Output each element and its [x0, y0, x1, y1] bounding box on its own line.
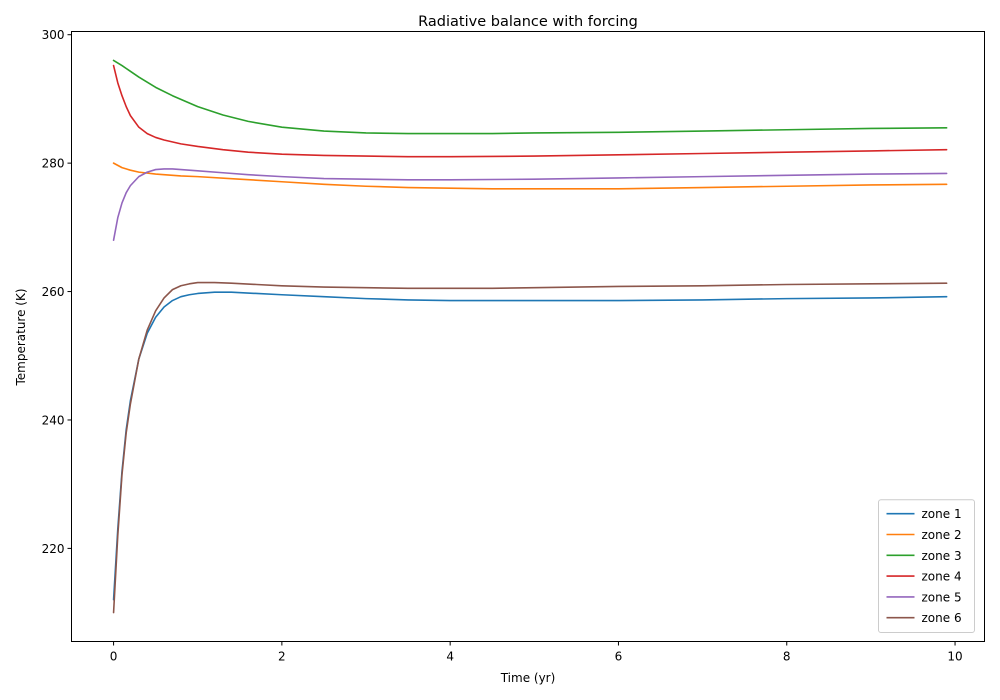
x-tick-label: 8: [783, 650, 791, 664]
y-tick-label: 280: [42, 157, 65, 171]
y-axis-label: Temperature (K): [14, 288, 28, 386]
y-tick-label: 300: [42, 28, 65, 42]
x-tick-label: 2: [278, 650, 286, 664]
y-tick-label: 260: [42, 285, 65, 299]
legend-box: [878, 499, 975, 634]
legend-label-zone-5: zone 5: [922, 590, 962, 604]
legend: zone 1 zone 2 zone 3 zone 4 zone 5 zone 6: [878, 499, 975, 634]
series-line-zone-6: [112, 281, 948, 614]
plot-lines: [112, 59, 948, 614]
x-axis-ticks: 0 2 4 6 8 10: [110, 641, 963, 664]
legend-label-zone-2: zone 2: [922, 528, 962, 542]
series-line-zone-4: [112, 64, 948, 158]
legend-label-zone-4: zone 4: [922, 570, 962, 584]
x-axis-label: Time (yr): [500, 671, 556, 685]
y-axis-ticks: 220 240 260 280 300: [42, 28, 72, 556]
x-tick-label: 6: [615, 650, 623, 664]
series-line-zone-3: [112, 59, 948, 135]
legend-label-zone-3: zone 3: [922, 549, 962, 563]
legend-label-zone-6: zone 6: [922, 611, 962, 625]
x-tick-label: 0: [110, 650, 118, 664]
y-tick-label: 220: [42, 542, 65, 556]
plot-frame: [71, 31, 985, 642]
x-tick-label: 4: [446, 650, 454, 664]
series-line-zone-5: [112, 168, 948, 241]
x-tick-label: 10: [947, 650, 962, 664]
y-tick-label: 240: [42, 413, 65, 427]
chart-title: Radiative balance with forcing: [418, 14, 638, 30]
legend-label-zone-1: zone 1: [922, 507, 962, 521]
